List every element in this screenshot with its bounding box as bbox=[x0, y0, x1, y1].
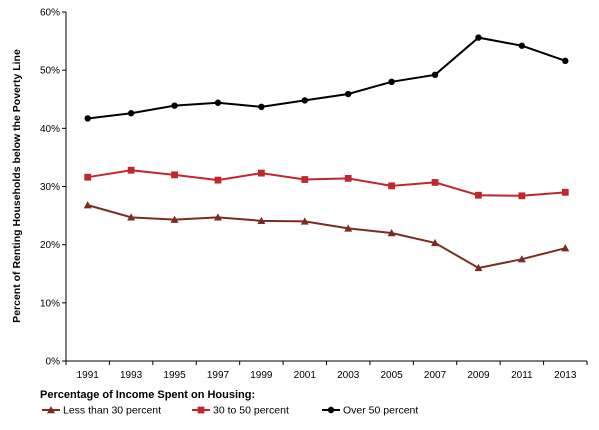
y-tick-label: 20% bbox=[40, 240, 60, 251]
data-point bbox=[171, 102, 178, 109]
data-point bbox=[431, 71, 439, 79]
data-point bbox=[84, 115, 91, 122]
x-tick-label: 1997 bbox=[207, 370, 230, 381]
data-point bbox=[431, 238, 440, 247]
data-point bbox=[562, 57, 569, 65]
legend-label: 30 to 50 percent bbox=[213, 405, 289, 417]
y-tick-label: 60% bbox=[40, 8, 60, 19]
data-point bbox=[127, 110, 135, 117]
x-tick-label: 1991 bbox=[77, 370, 100, 381]
data-point bbox=[301, 97, 308, 104]
y-tick-label: 50% bbox=[40, 66, 60, 77]
data-point bbox=[388, 182, 396, 190]
data-point bbox=[517, 255, 526, 263]
y-axis-title: Percent of Renting Households below the … bbox=[11, 49, 23, 323]
legend: Less than 30 percent 30 to 50 percent Over… bbox=[42, 405, 418, 417]
x-tick-label: 2007 bbox=[424, 370, 447, 381]
y-tick-label: 30% bbox=[40, 182, 60, 193]
data-point bbox=[300, 217, 309, 225]
x-tick-label: 1999 bbox=[250, 370, 273, 381]
legend-label: Over 50 percent bbox=[343, 405, 418, 417]
data-point bbox=[518, 192, 526, 200]
data-point bbox=[258, 103, 265, 111]
legend-marker bbox=[47, 406, 55, 414]
legend-item-2: 30 to 50 percent bbox=[192, 405, 289, 417]
data-point bbox=[475, 34, 482, 41]
x-tick-label: 1993 bbox=[120, 370, 143, 381]
data-point bbox=[257, 216, 266, 225]
x-tick-label: 2013 bbox=[554, 370, 577, 381]
data-point bbox=[127, 166, 135, 174]
data-point bbox=[344, 224, 353, 232]
x-tick-label: 2005 bbox=[381, 370, 404, 381]
data-point bbox=[561, 188, 569, 196]
data-point bbox=[213, 213, 222, 221]
x-tick-label: 2009 bbox=[467, 370, 490, 381]
data-point bbox=[561, 244, 570, 252]
legend-title: Percentage of Income Spent on Housing: bbox=[40, 389, 255, 401]
series-1 bbox=[83, 201, 570, 272]
data-point bbox=[475, 191, 482, 199]
data-point bbox=[431, 179, 439, 186]
series-layer bbox=[83, 34, 570, 272]
y-tick-label: 40% bbox=[40, 124, 60, 135]
series-2 bbox=[84, 166, 569, 200]
series-3 bbox=[84, 34, 569, 122]
data-point bbox=[518, 42, 526, 49]
data-point bbox=[301, 176, 309, 183]
legend-label: Less than 30 percent bbox=[63, 405, 161, 417]
legend-marker bbox=[327, 406, 335, 414]
x-tick-label: 1995 bbox=[163, 370, 186, 381]
data-point bbox=[214, 99, 222, 106]
legend-marker bbox=[197, 406, 205, 414]
data-point bbox=[345, 90, 352, 98]
data-point bbox=[388, 78, 395, 86]
data-point bbox=[171, 171, 178, 179]
series-line bbox=[87, 169, 566, 197]
data-point bbox=[344, 174, 352, 182]
series-line bbox=[87, 36, 566, 120]
data-point bbox=[170, 215, 179, 223]
data-point bbox=[127, 213, 136, 221]
data-point bbox=[84, 173, 92, 181]
y-tick-label: 0% bbox=[46, 357, 61, 368]
axes: 0% 10% 20% 30% 40% 50% 60% 1991 1993 1995 1997 1999… bbox=[40, 8, 588, 381]
y-tick-label: 10% bbox=[40, 298, 60, 309]
x-tick-label: 2011 bbox=[511, 370, 533, 381]
x-tick-label: 2003 bbox=[337, 370, 360, 381]
data-point bbox=[214, 176, 222, 184]
legend-item-3: Over 50 percent bbox=[322, 405, 418, 417]
data-point bbox=[387, 229, 396, 237]
legend-item-1: Less than 30 percent bbox=[42, 405, 161, 417]
x-tick-label: 2001 bbox=[294, 370, 317, 381]
data-point bbox=[474, 263, 483, 272]
data-point bbox=[257, 169, 265, 177]
data-point bbox=[83, 201, 92, 209]
series-line bbox=[87, 204, 566, 269]
